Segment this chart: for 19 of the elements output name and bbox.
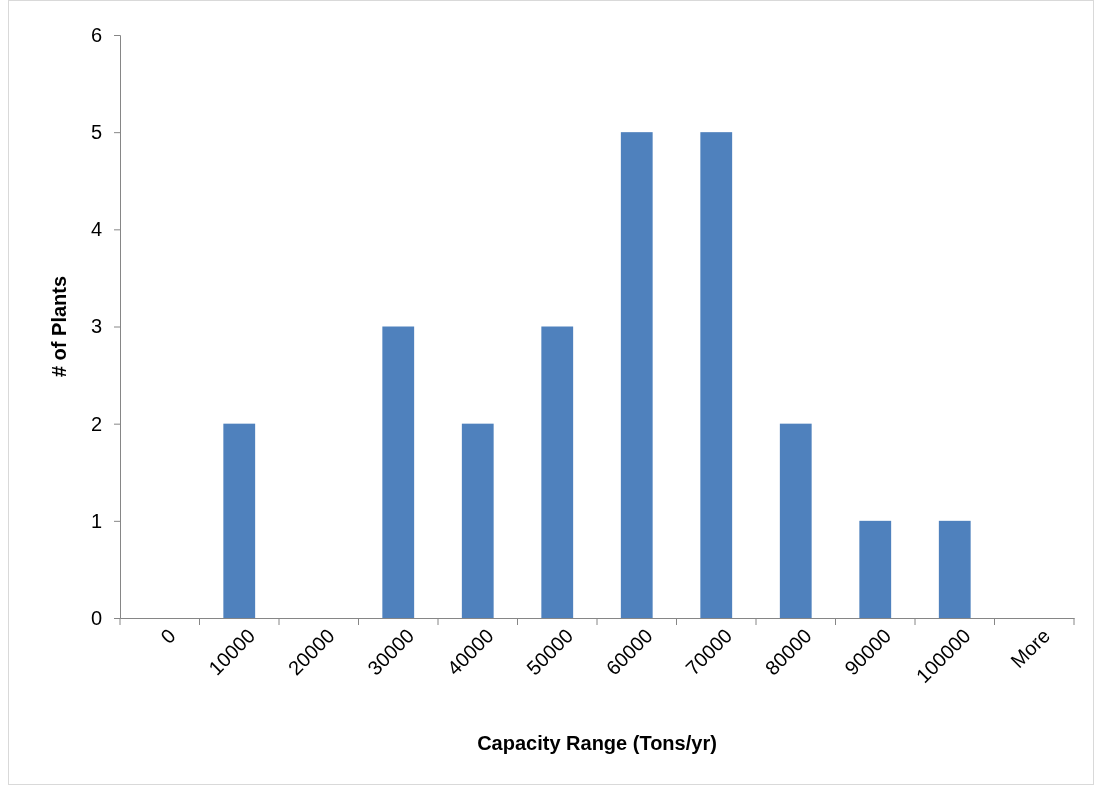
- y-tick-label: 3: [90, 315, 102, 338]
- x-tick-label: 0: [156, 624, 180, 648]
- bar: [700, 132, 733, 618]
- y-axis-title: # of Plants: [48, 275, 70, 378]
- bar: [382, 326, 415, 618]
- y-tick-label: 0: [90, 606, 102, 629]
- y-tick-label: 1: [90, 509, 102, 532]
- bar: [859, 520, 892, 618]
- y-tick-label: 2: [90, 412, 102, 435]
- y-tick-label: 5: [90, 121, 102, 144]
- y-tick-label: 4: [90, 218, 102, 241]
- bar: [620, 132, 653, 618]
- bar: [779, 423, 812, 618]
- bar: [223, 423, 256, 618]
- bar: [938, 520, 971, 618]
- x-axis-title: Capacity Range (Tons/yr): [477, 732, 717, 754]
- y-tick-label: 6: [90, 23, 102, 46]
- bar: [461, 423, 494, 618]
- bar: [541, 326, 574, 618]
